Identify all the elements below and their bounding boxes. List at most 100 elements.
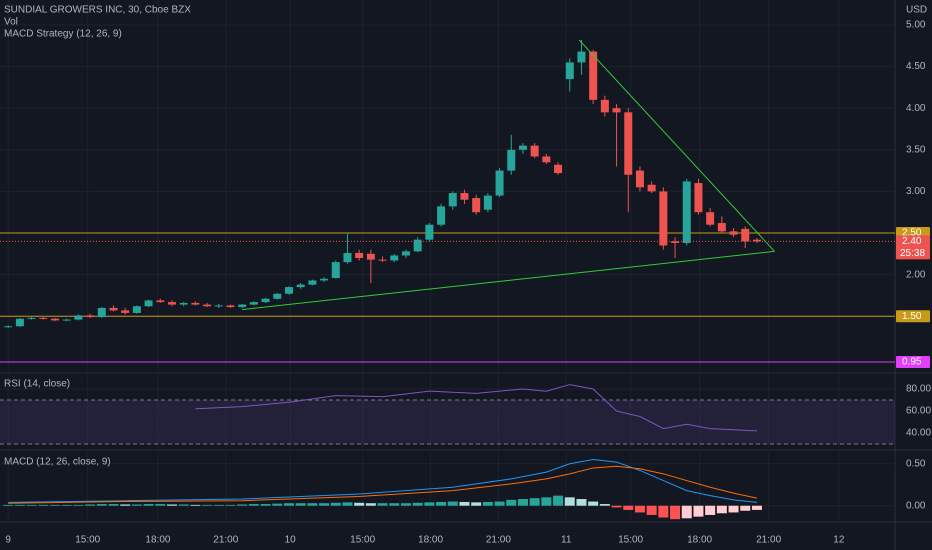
histogram-bar [389, 503, 400, 506]
candle-body [366, 253, 375, 260]
price-label: 1.50 [902, 311, 922, 322]
histogram-bar [237, 504, 248, 506]
histogram-bar [400, 503, 411, 506]
histogram-bar [471, 502, 482, 506]
histogram-bar [646, 505, 657, 515]
candle-body [659, 191, 668, 246]
candle-body [612, 108, 621, 113]
trend-line [578, 39, 775, 252]
candle-body [589, 51, 598, 100]
histogram-bar [494, 501, 505, 506]
histogram-bar [482, 501, 493, 506]
price-label: 0.95 [902, 357, 922, 368]
candle-body [27, 317, 36, 319]
legend-item: Vol [4, 17, 18, 28]
x-tick-label: 10 [285, 535, 297, 546]
candle-body [296, 284, 305, 288]
pane-title: MACD (12, 26, close, 9) [4, 457, 111, 468]
x-tick-label: 21:00 [756, 535, 781, 546]
candle-body [530, 145, 539, 157]
histogram-bar [599, 504, 610, 506]
candle-body [706, 212, 715, 225]
histogram-bar [190, 504, 201, 506]
candle-body [741, 228, 750, 242]
candle-body [343, 252, 352, 263]
candle-body [320, 278, 329, 281]
rsi-line [195, 384, 757, 432]
candle-body [86, 315, 95, 318]
candle-body [425, 224, 434, 240]
histogram-bar [670, 505, 681, 520]
histogram-bar [213, 504, 224, 506]
candle-body [378, 259, 387, 261]
candle-body [74, 315, 83, 320]
rsi-band [0, 399, 895, 445]
histogram-bar [517, 499, 528, 506]
y-tick-label: 0.50 [906, 458, 926, 469]
y-tick-label: 60.00 [906, 406, 931, 417]
histogram-bar [38, 504, 49, 506]
histogram-bar [225, 504, 236, 506]
y-tick-label: 40.00 [906, 428, 931, 439]
candle-body [109, 307, 118, 311]
candle-body [390, 255, 399, 261]
x-tick-label: 18:00 [418, 535, 443, 546]
histogram-bar [260, 504, 271, 506]
histogram-bar [295, 503, 306, 506]
histogram-bar [49, 504, 60, 506]
candle-body [495, 170, 504, 196]
histogram-bar [716, 505, 727, 514]
countdown: 25:38 [900, 248, 925, 259]
histogram-bar [634, 505, 645, 513]
macd-line [8, 465, 758, 504]
last-price-label: 2.40 [902, 236, 922, 247]
histogram-bar [354, 502, 365, 506]
histogram-bar [85, 504, 96, 506]
candle-body [308, 280, 317, 285]
macd-line [8, 459, 758, 503]
candle-body [694, 183, 703, 213]
candle-body [249, 302, 258, 305]
marks [0, 39, 895, 520]
candle-body [167, 302, 176, 305]
candle-body [355, 252, 364, 258]
histogram-bar [424, 502, 435, 506]
histogram-bar [178, 504, 189, 506]
y-tick-label: 5.00 [906, 20, 926, 31]
trend-line [242, 250, 775, 311]
histogram-bar [319, 503, 330, 506]
histogram-bar [436, 501, 447, 506]
chart-title: SUNDIAL GROWERS INC, 30, Cboe BZX [4, 5, 191, 16]
candle-body [518, 145, 527, 150]
candle-body [472, 198, 481, 213]
candle-body [671, 241, 680, 244]
histogram-bar [131, 504, 142, 506]
pane-title: RSI (14, close) [4, 379, 70, 390]
histogram-bar [330, 502, 341, 506]
candle-body [179, 302, 188, 305]
histogram-bar [143, 504, 154, 506]
candle-body [39, 317, 48, 319]
histogram-bar [553, 495, 564, 506]
candle-body [507, 149, 516, 171]
histogram-bar [529, 498, 540, 506]
candle-body [483, 195, 492, 210]
x-tick-label: 11 [561, 535, 572, 546]
candle-body [717, 223, 726, 232]
candle-body [97, 307, 106, 318]
histogram-bar [705, 505, 716, 515]
last-price-box [896, 235, 930, 260]
x-tick-label: 15:00 [618, 535, 643, 546]
histogram-bar [365, 503, 376, 506]
histogram-bar [506, 499, 517, 506]
histogram-bar [740, 505, 751, 511]
candle-body [565, 62, 574, 80]
histogram-bar [248, 504, 259, 506]
candle-body [238, 304, 247, 308]
candle-body [729, 231, 738, 235]
histogram-bar [120, 504, 131, 506]
x-tick-label: 21:00 [486, 535, 511, 546]
candle-body [4, 326, 13, 328]
x-tick-label: 21:00 [213, 535, 238, 546]
